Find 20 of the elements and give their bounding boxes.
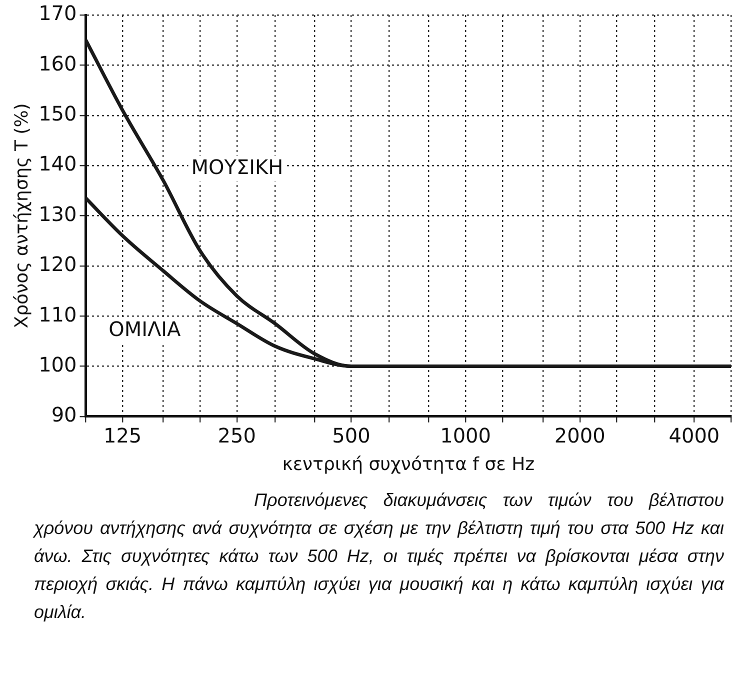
y-axis-title: Χρόνος αντήχησης T (%) bbox=[11, 103, 32, 328]
series-label: ΟΜΙΛΙΑ bbox=[108, 316, 182, 341]
y-tick-label: 170 bbox=[38, 1, 77, 26]
y-tick-label: 100 bbox=[38, 352, 77, 376]
series-label: ΜΟΥΣΙΚΗ bbox=[191, 154, 284, 179]
x-tick-label: 250 bbox=[218, 424, 256, 448]
y-tick-label: 140 bbox=[38, 152, 77, 176]
x-tick-label: 4000 bbox=[668, 424, 720, 448]
x-tick-label: 1000 bbox=[440, 424, 491, 448]
y-tick-label: 90 bbox=[51, 402, 77, 427]
y-tick-label: 120 bbox=[38, 252, 77, 276]
x-tick-label: 500 bbox=[332, 424, 370, 448]
x-axis-title: κεντρική συχνότητα f σε Hz bbox=[282, 454, 535, 475]
y-tick-label: 110 bbox=[38, 302, 77, 326]
y-tick-label: 160 bbox=[38, 51, 77, 76]
text: Προτεινόμενες διακυμάνσεις των τιμών του βέλτιστου χρόνου αντήχησης ανά συχνότητα σε σχέση με την βέλτιστη τιμή του στα 500 Hz και άνω. Στις συχνότητες κάτω των 500 Hz, οι τιμές πρέπει να βρίσκονται μέσα στην περιοχή σκιάς. Η πάνω καμπύλη ισχύει για μουσική και η κάτω καμπύλη ισχύει για ομιλία. bbox=[34, 489, 724, 624]
y-tick-label: 150 bbox=[38, 102, 77, 126]
x-tick-label: 2000 bbox=[554, 424, 606, 448]
x-tick-label: 125 bbox=[103, 424, 142, 448]
y-tick-label: 130 bbox=[38, 202, 77, 226]
